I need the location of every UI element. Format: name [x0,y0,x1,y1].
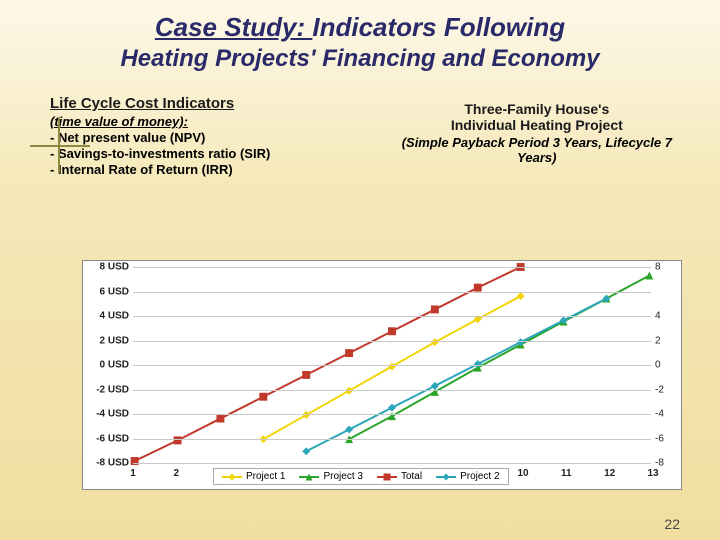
gridline [133,267,651,268]
chart-svg [133,267,651,461]
y-axis-label-left: -6 USD [85,433,129,444]
series-marker [388,327,396,335]
chart-container: 8 USD 6 USD 4 USD 2 USD 0 USD -2 USD -4 USD -6 … [82,260,682,490]
legend-swatch [377,476,397,478]
series-marker [345,387,353,395]
legend-item: Project 3 [299,471,362,482]
y-axis-label-left: 4 USD [85,311,129,322]
series-marker [431,338,439,346]
series-marker [259,393,267,401]
legend-item: Total [377,471,422,482]
gridline [133,439,651,440]
y-axis-label-right: 4 [655,311,677,322]
legend-label: Project 2 [460,471,499,482]
series-marker [345,426,353,434]
gridline [133,365,651,366]
y-axis-label-right: 0 [655,360,677,371]
y-axis-label-left: 8 USD [85,262,129,273]
series-marker [474,284,482,292]
y-axis-label-right: -4 [655,409,677,420]
y-axis-label-right: -2 [655,384,677,395]
gridline [133,414,651,415]
series-marker [517,338,525,346]
legend-item: Project 1 [222,471,285,482]
indicator-item: - Net present value (NPV) [50,130,394,145]
legend-label: Project 3 [323,471,362,482]
gridline [133,292,651,293]
indicators-heading: Life Cycle Cost Indicators [50,95,394,112]
page-number: 22 [664,516,680,532]
y-axis-label-left: 6 USD [85,286,129,297]
gridline [133,390,651,391]
legend-label: Project 1 [246,471,285,482]
series-marker [388,362,396,370]
chart-legend: Project 1 Project 3 Total Project 2 [213,468,509,485]
x-axis-label: 13 [647,468,658,479]
legend-item: Project 2 [436,471,499,482]
gridline [133,463,651,464]
x-axis-label: 12 [604,468,615,479]
legend-label: Total [401,471,422,482]
chart-plot-area: 8 USD6 USD4 USD2 USD0 USD-2 USD-4 USD-6 … [133,267,651,461]
y-axis-label-left: -2 USD [85,384,129,395]
y-axis-label-right: 8 [655,262,677,273]
gridline [133,316,651,317]
title-rest: Indicators Following [312,12,565,42]
slide-title: Case Study: Indicators Following Heating… [0,0,720,77]
x-axis-label: 1 [130,468,136,479]
y-axis-label-left: 2 USD [85,335,129,346]
project-title-block: Three-Family House's Individual Heating … [394,95,680,177]
y-axis-label-right: 2 [655,335,677,346]
y-axis-label-right: -6 [655,433,677,444]
legend-swatch [222,476,242,478]
project-title-2: Individual Heating Project [394,117,680,133]
y-axis-label-left: -8 USD [85,458,129,469]
x-axis-label: 11 [561,468,572,479]
series-marker [302,447,310,455]
series-marker [388,404,396,412]
series-marker [431,305,439,313]
series-line [135,267,521,461]
x-axis-label: 2 [174,468,180,479]
y-axis-label-left: -4 USD [85,409,129,420]
accent-decoration [30,145,90,147]
y-axis-label-right: -8 [655,458,677,469]
legend-swatch [436,476,456,478]
series-marker [216,415,224,423]
indicator-item: - Internal Rate of Return (IRR) [50,162,394,177]
legend-swatch [299,476,319,478]
project-title-1: Three-Family House's [394,101,680,117]
series-marker [302,371,310,379]
x-axis-label: 10 [517,468,528,479]
series-marker [645,272,653,280]
title-line2: Heating Projects' Financing and Economy [20,45,700,73]
y-axis-label-left: 0 USD [85,360,129,371]
gridline [133,341,651,342]
series-marker [345,349,353,357]
indicators-block: Life Cycle Cost Indicators (time value o… [50,95,394,177]
series-marker [517,292,525,300]
project-title-3: (Simple Payback Period 3 Years, Lifecycl… [394,135,680,165]
title-prefix: Case Study: [155,12,313,42]
indicator-item: - Savings-to-investments ratio (SIR) [50,146,394,161]
indicators-sub: (time value of money): [50,114,394,129]
